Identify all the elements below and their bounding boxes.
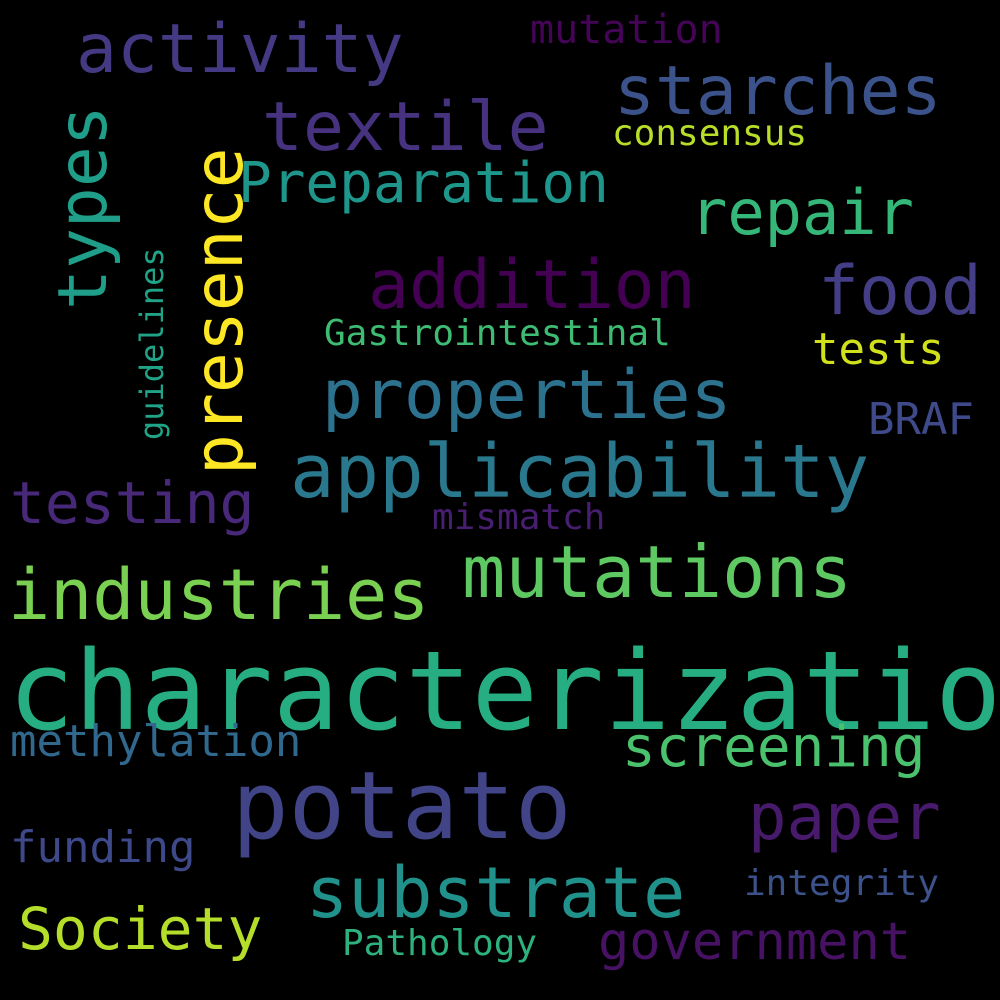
word-industries: industries [8, 554, 430, 636]
word-paper: paper [748, 781, 941, 855]
word-textile: textile [262, 88, 549, 167]
word-mismatch: mismatch [432, 497, 606, 538]
word-braf: BRAF [868, 394, 974, 445]
word-activity: activity [76, 10, 404, 89]
word-guidelines: guidelines [133, 247, 171, 440]
word-methylation: methylation [10, 716, 302, 767]
word-pathology: Pathology [342, 923, 538, 964]
word-properties: properties [322, 356, 732, 435]
word-food: food [818, 252, 982, 331]
word-consensus: consensus [612, 113, 808, 154]
word-types: types [44, 105, 123, 310]
word-screening: screening [622, 715, 926, 780]
word-testing: testing [10, 469, 255, 537]
word-preparation: Preparation [238, 151, 609, 216]
word-starches: starches [614, 52, 942, 131]
word-mutation: mutation [530, 7, 723, 53]
word-funding: funding [10, 822, 196, 873]
word-repair: repair [690, 176, 914, 249]
word-applicability: applicability [290, 429, 870, 515]
word-substrate: substrate [306, 852, 686, 934]
word-integrity: integrity [744, 863, 940, 904]
word-addition: addition [368, 246, 696, 325]
word-characterization: characterization [8, 627, 1000, 755]
word-society: Society [18, 895, 263, 963]
word-mutations: mutations [462, 530, 853, 614]
word-potato: potato [232, 752, 572, 861]
word-tests: tests [812, 324, 945, 375]
word-gastrointestinal: Gastrointestinal [324, 313, 671, 354]
word-government: government [598, 912, 912, 972]
